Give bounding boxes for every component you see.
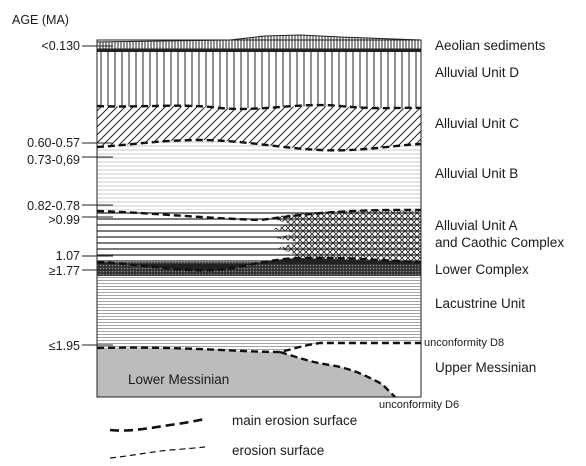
unit-label-lower-complex: Lower Complex xyxy=(435,262,529,277)
legend-main-erosion-swatch xyxy=(109,417,206,432)
unconformity-d8-label: unconformity D8 xyxy=(424,337,504,349)
age-label: <0.130 xyxy=(41,39,80,53)
age-ticks xyxy=(82,45,113,346)
age-label: ≤1.95 xyxy=(49,339,80,353)
age-label: 1.07 xyxy=(56,249,80,263)
unit-label-alluvial-b: Alluvial Unit B xyxy=(435,166,518,181)
column-frame xyxy=(96,39,422,398)
age-label: 0.73-0,69 xyxy=(27,153,80,167)
layer-lacustrine xyxy=(97,276,421,352)
legend-erosion-label: erosion surface xyxy=(232,443,324,458)
layer-caothic-complex xyxy=(270,210,421,262)
unit-label-aeolian: Aeolian sediments xyxy=(435,38,546,53)
main-erosion-surface xyxy=(96,103,422,111)
unit-label-alluvial-d: Alluvial Unit D xyxy=(435,65,519,80)
layer-alluvial-b xyxy=(97,140,421,210)
legend: main erosion surface erosion surface xyxy=(109,413,357,459)
legend-erosion-swatch xyxy=(109,446,206,459)
main-erosion-surface xyxy=(96,138,422,152)
unconformity-d8-line xyxy=(96,341,421,354)
age-label: ≥1.77 xyxy=(49,264,80,278)
unit-label-lacustrine: Lacustrine Unit xyxy=(435,296,525,311)
unit-label-upper-messinian: Upper Messinian xyxy=(435,360,536,375)
layer-aeolian xyxy=(96,34,422,50)
main-erosion-surface xyxy=(96,208,422,222)
age-label: 0.82-0.78 xyxy=(27,199,80,213)
age-label: >0.99 xyxy=(48,213,80,227)
age-label: 0.60-0.57 xyxy=(27,136,80,150)
unit-label-alluvial-c: Alluvial Unit C xyxy=(435,116,519,131)
unit-label-lower-messinian: Lower Messinian xyxy=(128,372,229,387)
legend-main-erosion-label: main erosion surface xyxy=(232,413,357,428)
unconformity-d6-label: unconformity D6 xyxy=(379,399,459,411)
layer-alluvial-c xyxy=(97,106,421,151)
layer-alluvial-d xyxy=(97,49,421,109)
axis-title: AGE (MA) xyxy=(12,13,69,27)
unit-label-caothic: and Caothic Complex xyxy=(435,235,564,250)
unconformity-d6-line xyxy=(279,350,396,398)
unit-label-alluvial-a: Alluvial Unit A xyxy=(435,218,518,233)
